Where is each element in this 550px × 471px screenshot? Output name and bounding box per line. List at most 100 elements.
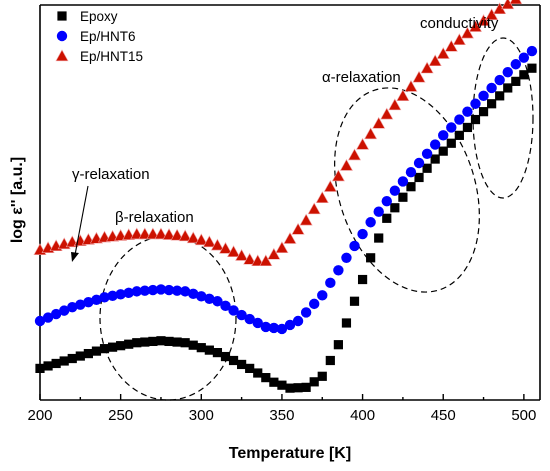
data-point xyxy=(357,274,368,285)
data-point xyxy=(220,351,231,362)
data-point xyxy=(147,284,159,296)
data-point xyxy=(83,348,93,359)
data-point xyxy=(518,52,530,63)
data-point xyxy=(477,14,491,26)
data-point xyxy=(413,157,425,169)
data-point xyxy=(179,286,191,297)
data-point xyxy=(259,254,273,267)
data-point xyxy=(436,47,450,59)
data-point xyxy=(380,107,394,120)
data-point xyxy=(132,338,142,348)
y-axis-title: log ε'' [a.u.] xyxy=(9,157,26,243)
data-point xyxy=(267,247,281,260)
data-point xyxy=(212,348,223,358)
data-point xyxy=(196,291,207,302)
x-tick-label: 500 xyxy=(511,407,536,424)
data-point xyxy=(107,342,118,352)
data-point xyxy=(244,313,255,325)
data-point xyxy=(140,337,150,347)
data-point xyxy=(390,203,400,213)
data-point xyxy=(253,368,263,378)
data-point xyxy=(495,91,505,101)
legend-marker xyxy=(56,30,68,42)
data-point xyxy=(487,99,497,109)
data-point xyxy=(349,240,360,252)
data-point xyxy=(194,233,208,246)
legend: Epoxy Ep/HNT6 Ep/HNT15 xyxy=(55,9,143,64)
data-point xyxy=(317,371,327,381)
data-point xyxy=(146,227,160,240)
data-point xyxy=(252,317,263,329)
data-point xyxy=(357,228,368,240)
data-point xyxy=(299,213,313,226)
data-point xyxy=(356,137,370,150)
data-point xyxy=(59,356,69,366)
data-point xyxy=(348,148,362,161)
gamma-arrow-line xyxy=(74,185,89,256)
data-point xyxy=(212,296,223,307)
data-point xyxy=(139,285,151,296)
annotation-alpha: α-relaxation xyxy=(322,69,401,86)
data-point xyxy=(454,130,464,140)
data-point xyxy=(446,122,457,133)
data-point xyxy=(511,76,521,86)
data-point xyxy=(218,241,232,254)
data-point xyxy=(478,90,489,102)
data-point xyxy=(172,337,182,347)
data-point xyxy=(438,130,449,141)
data-point xyxy=(382,213,392,223)
x-tick-label: 250 xyxy=(108,407,133,424)
data-point xyxy=(260,321,272,333)
legend-label: Ep/HNT15 xyxy=(80,49,143,64)
series-layer xyxy=(33,0,538,393)
legend-label: Epoxy xyxy=(80,9,118,24)
data-point xyxy=(243,252,257,265)
data-point xyxy=(503,83,513,93)
data-point xyxy=(349,296,360,306)
data-point xyxy=(412,70,426,83)
data-point xyxy=(268,322,280,334)
data-point xyxy=(478,107,489,117)
data-point xyxy=(406,182,416,192)
data-point xyxy=(228,355,239,366)
data-point xyxy=(421,148,433,159)
data-point xyxy=(115,289,126,300)
data-point xyxy=(323,180,337,192)
data-point xyxy=(35,363,45,373)
data-point xyxy=(331,169,345,182)
data-point xyxy=(269,377,279,387)
data-point xyxy=(341,318,352,328)
data-point xyxy=(405,167,417,178)
data-point xyxy=(388,98,402,111)
legend-marker xyxy=(57,11,67,21)
data-point xyxy=(325,277,336,289)
data-point xyxy=(285,383,295,393)
data-point xyxy=(462,106,473,117)
data-point xyxy=(188,340,198,350)
data-point xyxy=(341,252,352,263)
series-square xyxy=(35,63,537,393)
data-point xyxy=(398,192,408,202)
data-point xyxy=(58,305,70,316)
data-point xyxy=(91,294,102,305)
data-point xyxy=(251,254,265,267)
data-point xyxy=(99,292,110,303)
data-point xyxy=(300,307,312,318)
data-point xyxy=(315,191,329,203)
data-point xyxy=(422,163,432,173)
data-point xyxy=(470,98,481,109)
x-tick-label: 400 xyxy=(350,407,375,424)
axes xyxy=(39,4,541,401)
data-point xyxy=(428,54,442,67)
data-point xyxy=(430,154,440,164)
data-point xyxy=(510,59,522,70)
data-point xyxy=(454,114,465,125)
data-point xyxy=(67,353,77,364)
data-point xyxy=(67,301,78,313)
series-triangle xyxy=(33,0,523,267)
data-point xyxy=(91,346,102,356)
data-point xyxy=(446,138,456,148)
data-point xyxy=(364,127,378,140)
data-point xyxy=(156,336,166,346)
